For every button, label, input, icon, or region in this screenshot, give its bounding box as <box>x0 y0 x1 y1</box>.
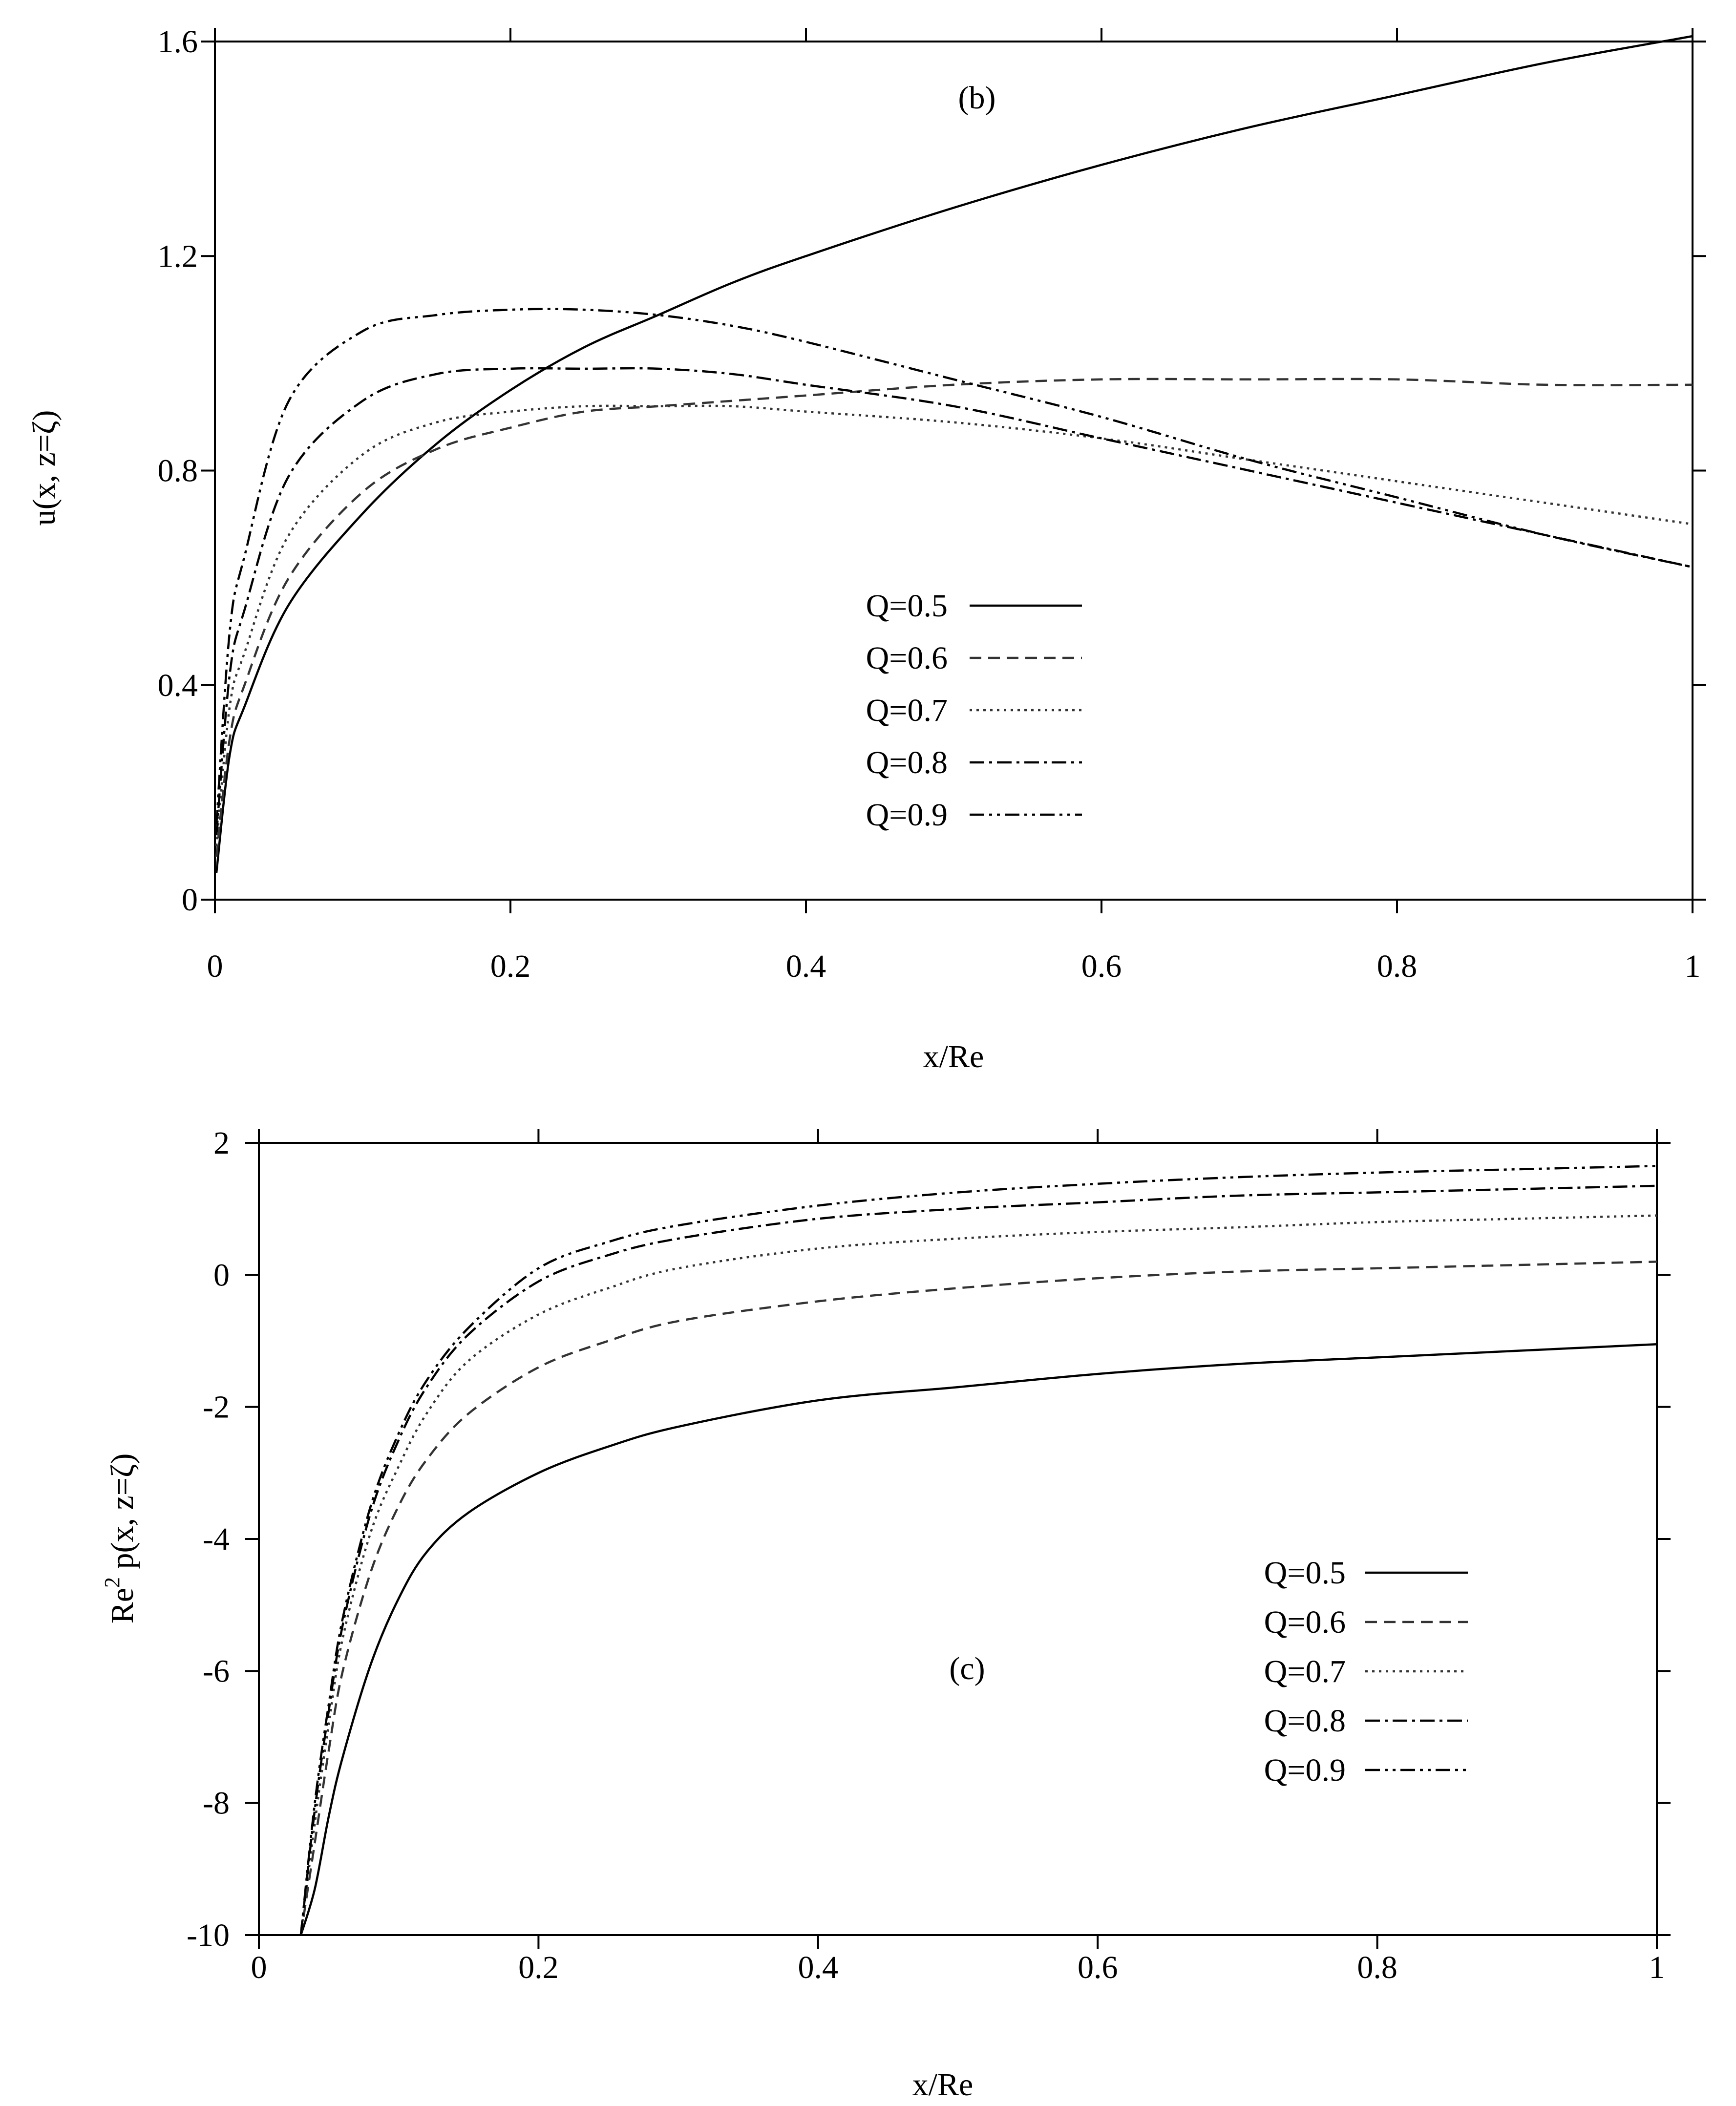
x-tick-label: 0.6 <box>1081 948 1122 984</box>
x-tick-label: 0 <box>207 948 223 984</box>
legend-label: Q=0.9 <box>1264 1752 1346 1788</box>
y-tick-label: 0 <box>213 1257 230 1293</box>
chart-panel-b: 0 0.2 0.4 0.6 0.8 1 0 0.4 0.8 1.2 1.6 (b) x/Re u(… <box>26 24 1706 1074</box>
series-line-q-0-6 <box>215 378 1693 857</box>
y-tick-label: 1.6 <box>158 24 198 60</box>
series-line-q-0-9 <box>299 1165 1657 1936</box>
x-tick-label: 0.8 <box>1357 1950 1397 1985</box>
y-tick-label: -2 <box>203 1390 230 1425</box>
y-tick-label: 2 <box>213 1125 230 1161</box>
y-tick-label: -8 <box>203 1786 230 1821</box>
x-tick-label: 1 <box>1685 948 1701 984</box>
y-tick-label: 0.8 <box>158 453 198 489</box>
panel-label: (b) <box>958 80 996 116</box>
x-tick-label: 0.2 <box>518 1950 559 1985</box>
series-curves <box>215 35 1693 873</box>
panel-label: (c) <box>949 1651 985 1686</box>
y-tick-label: 1.2 <box>158 238 198 274</box>
x-tick-label: 0.4 <box>798 1950 839 1985</box>
x-axis-label: x/Re <box>923 1039 984 1074</box>
y-axis-label: Re2 p(x, z=ζ) <box>100 1453 140 1624</box>
y-tick-label: 0.4 <box>158 668 198 703</box>
legend-label: Q=0.6 <box>1264 1604 1346 1640</box>
x-tick-label: 0.6 <box>1078 1950 1118 1985</box>
x-tick-label: 1 <box>1649 1950 1665 1985</box>
legend-label: Q=0.7 <box>1264 1654 1346 1689</box>
y-tick-labels: -10 -8 -6 -4 -2 0 2 <box>187 1125 230 1953</box>
legend: Q=0.5 Q=0.6 Q=0.7 Q=0.8 Q=0.9 <box>866 588 1082 833</box>
x-axis-label: x/Re <box>912 2067 974 2103</box>
y-tick-label: -10 <box>187 1917 230 1953</box>
series-line-q-0-5 <box>299 1343 1657 1936</box>
y-tick-label: -4 <box>203 1521 230 1557</box>
x-tick-label: 0 <box>251 1950 267 1985</box>
series-line-q-0-8 <box>215 367 1693 836</box>
y-tick-label: 0 <box>182 882 198 918</box>
x-tick-label: 0.4 <box>786 948 826 984</box>
axis-ticks <box>245 1129 1671 1949</box>
series-line-q-0-5 <box>215 35 1693 873</box>
legend-label: Q=0.8 <box>1264 1703 1346 1739</box>
legend: Q=0.5 Q=0.6 Q=0.7 Q=0.8 Q=0.9 <box>1264 1555 1468 1788</box>
series-line-q-0-8 <box>299 1184 1657 1936</box>
legend-label: Q=0.5 <box>866 588 948 624</box>
chart-panel-c: 0 0.2 0.4 0.6 0.8 1 -10 -8 -6 -4 -2 0 2 (c) x/Re Re… <box>100 1125 1671 2103</box>
y-tick-label: -6 <box>203 1653 230 1689</box>
x-tick-label: 0.2 <box>490 948 531 984</box>
axis-ticks <box>201 28 1706 913</box>
y-axis-label-rest: p(x, z=ζ) <box>105 1453 140 1577</box>
series-line-q-0-7 <box>299 1214 1657 1936</box>
series-line-q-0-6 <box>299 1261 1657 1936</box>
y-axis-label: u(x, z=ζ) <box>26 410 62 526</box>
legend-label: Q=0.9 <box>866 797 948 833</box>
legend-label: Q=0.7 <box>866 693 948 728</box>
series-line-q-0-7 <box>215 404 1693 846</box>
x-tick-label: 0.8 <box>1377 948 1418 984</box>
x-tick-labels: 0 0.2 0.4 0.6 0.8 1 <box>251 1950 1665 1985</box>
x-tick-labels: 0 0.2 0.4 0.6 0.8 1 <box>207 948 1701 984</box>
y-axis-label-base: Re <box>105 1588 140 1623</box>
legend-label: Q=0.5 <box>1264 1555 1346 1591</box>
series-curves <box>299 1165 1657 1936</box>
y-tick-labels: 0 0.4 0.8 1.2 1.6 <box>158 24 198 918</box>
legend-label: Q=0.8 <box>866 745 948 780</box>
y-axis-label-sup: 2 <box>100 1577 124 1588</box>
legend-label: Q=0.6 <box>866 640 948 676</box>
